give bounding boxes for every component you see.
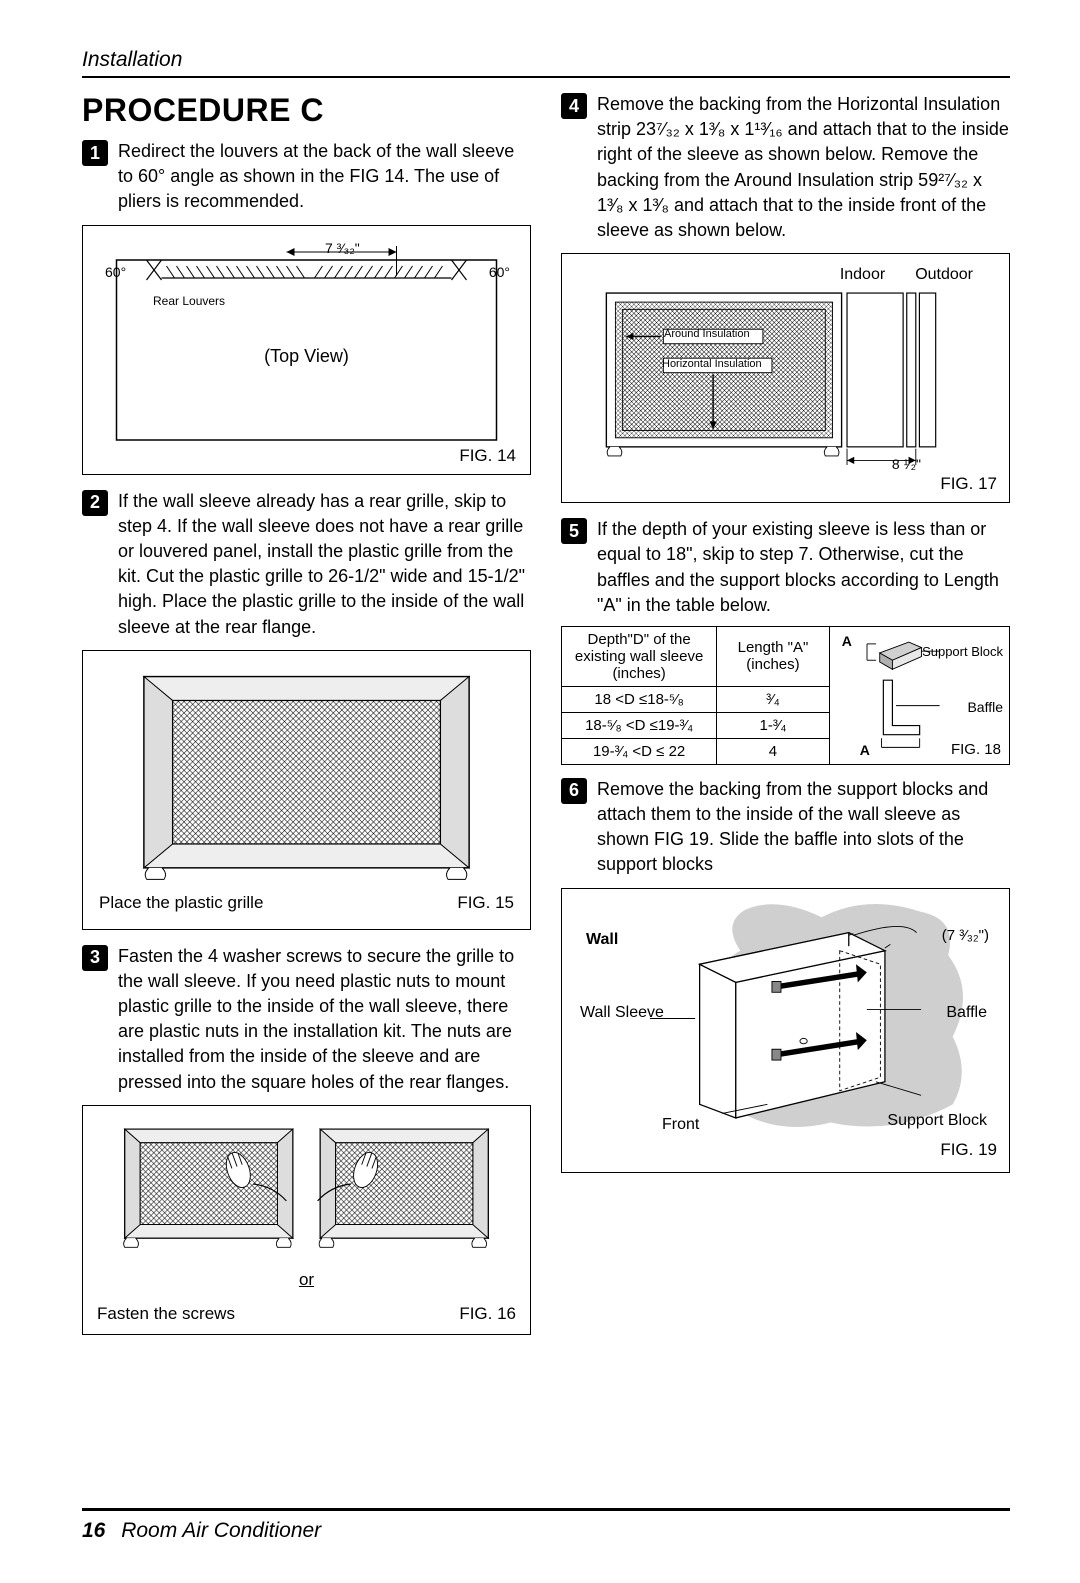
fig18-letter-a: A (842, 633, 852, 649)
section-header: Installation (82, 48, 1010, 78)
fig19-dim: (7 ³⁄₃₂") (942, 927, 989, 944)
step-number-icon: 1 (82, 140, 108, 166)
step-4: 4 Remove the backing from the Horizontal… (561, 92, 1010, 243)
step-2: 2 If the wall sleeve already has a rear … (82, 489, 531, 640)
step-text: Remove the backing from the support bloc… (597, 777, 1010, 878)
figure-14: 7 ³⁄₃₂" 60° 60° Rear Louvers (Top View) … (82, 225, 531, 475)
fig14-topview: (Top View) (83, 346, 530, 367)
fig18-baffle-label: Baffle (967, 699, 1003, 715)
fig19-wall: Wall (586, 931, 618, 949)
two-column-layout: PROCEDURE C 1 Redirect the louvers at th… (82, 92, 1010, 1349)
step-number-icon: 5 (561, 518, 587, 544)
figure-15: Place the plastic grille FIG. 15 (82, 650, 531, 930)
step-text: If the depth of your existing sleeve is … (597, 517, 1010, 618)
step-text: Redirect the louvers at the back of the … (118, 139, 531, 215)
step-1: 1 Redirect the louvers at the back of th… (82, 139, 531, 215)
table-cell: 1-³⁄₄ (717, 712, 829, 738)
fig19-support: Support Block (887, 1112, 987, 1130)
fig19-wall-sleeve: Wall Sleeve (580, 1004, 664, 1022)
fig16-or-label: or (97, 1270, 516, 1290)
fig17-horiz: Horizontal Insulation (662, 358, 762, 370)
fig17-indoor: Indoor (840, 266, 885, 284)
table-header: Length "A" (inches) (717, 626, 829, 686)
fig18-caption: FIG. 18 (951, 741, 1001, 758)
table-cell: 4 (717, 738, 829, 764)
step-text: If the wall sleeve already has a rear gr… (118, 489, 531, 640)
fig15-caption: FIG. 15 (457, 893, 514, 913)
page-number: 16 (82, 1519, 105, 1542)
fig17-outdoor: Outdoor (915, 266, 973, 284)
fig14-angle-right: 60° (489, 264, 510, 280)
fig19-baffle: Baffle (946, 1004, 987, 1022)
fig17-around: Around Insulation (664, 328, 750, 340)
fig15-place-label: Place the plastic grille (99, 893, 263, 913)
procedure-title: PROCEDURE C (82, 92, 531, 129)
fig14-rear-louvers: Rear Louvers (153, 294, 225, 308)
step-6: 6 Remove the backing from the support bl… (561, 777, 1010, 878)
table-cell: 18-⁵⁄₈ <D ≤19-³⁄₄ (562, 712, 717, 738)
fig19-caption: FIG. 19 (574, 1140, 997, 1160)
fig17-caption: FIG. 17 (574, 474, 997, 494)
table-cell: 18 <D ≤18-⁵⁄₈ (562, 686, 717, 712)
step-number-icon: 3 (82, 945, 108, 971)
fig17-dim: 8 ¹⁄₂" (892, 456, 921, 472)
table-cell: ³⁄₄ (717, 686, 829, 712)
left-column: PROCEDURE C 1 Redirect the louvers at th… (82, 92, 531, 1349)
table-cell: 19-³⁄₄ <D ≤ 22 (562, 738, 717, 764)
fig16-caption: FIG. 16 (459, 1304, 516, 1324)
page-footer: 16 Room Air Conditioner (82, 1508, 1010, 1543)
fig14-dim: 7 ³⁄₃₂" (325, 240, 360, 256)
fig14-angle-left: 60° (105, 264, 126, 280)
fig18-support-label: Support Block (922, 645, 1003, 659)
right-column: 4 Remove the backing from the Horizontal… (561, 92, 1010, 1349)
step-number-icon: 2 (82, 490, 108, 516)
step-3: 3 Fasten the 4 washer screws to secure t… (82, 944, 531, 1095)
fig19-front: Front (662, 1116, 699, 1134)
step-text: Fasten the 4 washer screws to secure the… (118, 944, 531, 1095)
footer-title: Room Air Conditioner (121, 1519, 321, 1542)
fig18-letter-a2: A (860, 742, 870, 758)
table-fig18: Depth"D" of the existing wall sleeve (in… (561, 626, 1010, 765)
step-number-icon: 6 (561, 778, 587, 804)
figure-19: Wall Wall Sleeve Front (7 ³⁄₃₂") Baffle … (561, 888, 1010, 1173)
figure-17: Indoor Outdoor (561, 253, 1010, 503)
step-number-icon: 4 (561, 93, 587, 119)
step-5: 5 If the depth of your existing sleeve i… (561, 517, 1010, 618)
figure-16: or Fasten the screws FIG. 16 (82, 1105, 531, 1335)
fig14-caption: FIG. 14 (459, 446, 516, 466)
table-header: Depth"D" of the existing wall sleeve (in… (562, 626, 717, 686)
fig16-fasten-label: Fasten the screws (97, 1304, 235, 1324)
step-text: Remove the backing from the Horizontal I… (597, 92, 1010, 243)
length-table: Depth"D" of the existing wall sleeve (in… (561, 626, 830, 765)
